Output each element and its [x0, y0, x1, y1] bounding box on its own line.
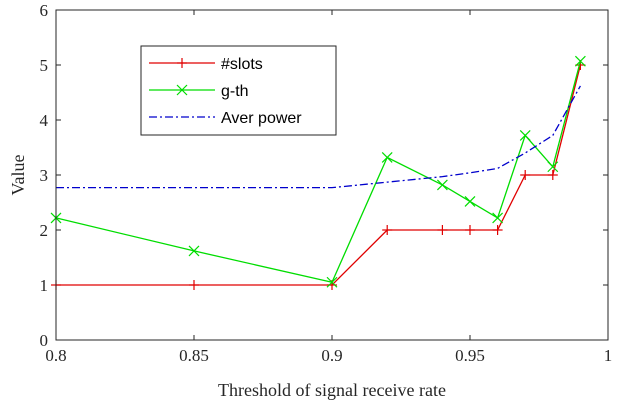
- series-layer: [50, 55, 586, 290]
- series-0: [51, 60, 586, 290]
- x-axis-label: Threshold of signal receive rate: [218, 380, 446, 400]
- x-tick-label: 0.8: [45, 346, 66, 365]
- data-point-x-marker: [188, 245, 200, 257]
- y-tick-label: 5: [40, 56, 49, 75]
- x-tick-label: 0.95: [455, 346, 485, 365]
- series-line: [55, 60, 582, 284]
- series-line: [56, 64, 582, 286]
- y-tick-label: 1: [40, 276, 49, 295]
- series-1: [50, 55, 586, 288]
- axes-box: [55, 9, 609, 341]
- data-point-x-marker: [326, 276, 338, 288]
- y-tick-label: 4: [40, 111, 49, 130]
- data-point-x-marker: [574, 55, 586, 67]
- data-point-x-marker: [436, 179, 448, 191]
- legend-label: Aver power: [221, 110, 302, 127]
- data-point-x-marker: [492, 212, 504, 224]
- series-2: [56, 85, 581, 189]
- series-line: [56, 85, 581, 189]
- x-tick-label: 1: [604, 346, 613, 365]
- legend-label: #slots: [221, 56, 263, 73]
- legend-entry: Aver power: [149, 110, 302, 127]
- y-tick-label: 6: [40, 1, 49, 20]
- y-tick-label: 3: [40, 166, 49, 185]
- data-point-x-marker: [464, 195, 476, 207]
- y-tick-label: 0: [40, 331, 49, 350]
- legend-label: g-th: [221, 83, 249, 100]
- x-tick-label: 0.9: [321, 346, 342, 365]
- x-tick-label: 0.85: [179, 346, 209, 365]
- data-point-x-marker: [381, 151, 393, 163]
- data-point-x-marker: [547, 161, 559, 173]
- y-axis-label: Value: [8, 154, 28, 195]
- data-point-x-marker: [176, 84, 188, 96]
- y-tick-label: 2: [40, 221, 49, 240]
- ticks-layer: 0.8 0.85 0.9 0.95 1 0 1 2 3 4 5 6: [40, 1, 613, 365]
- legend-entry: #slots: [149, 56, 263, 73]
- data-point-x-marker: [519, 129, 531, 141]
- legend-entry: g-th: [149, 83, 249, 100]
- legend: #slots g-th Aver power: [140, 45, 337, 136]
